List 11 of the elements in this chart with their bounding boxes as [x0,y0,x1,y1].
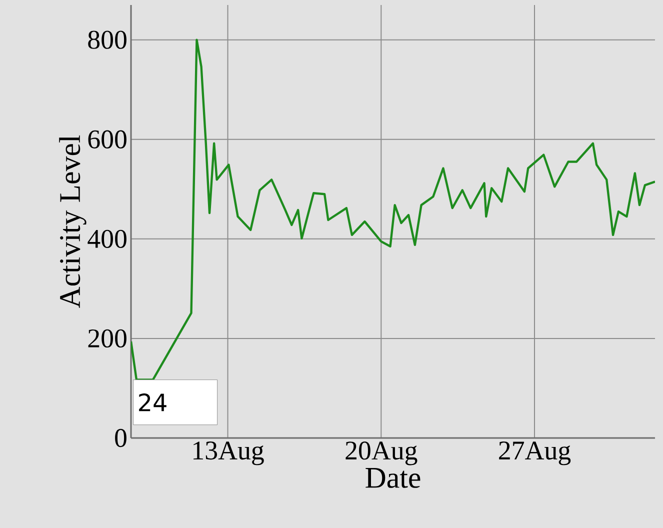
y-tick-label: 0 [115,428,126,448]
x-tick-label: 27Aug [499,442,571,466]
x-tick-label: 13Aug [194,442,264,466]
y-tick-label: 800 [88,30,126,49]
x-tick-label: 20Aug [346,442,418,466]
y-tick-label: 600 [88,130,126,148]
annotation: 24 [139,393,166,412]
y-tick-label: 400 [88,230,126,248]
x-axis-title: Date [366,468,420,488]
y-axis-title: Activity Level [59,135,86,308]
y-tick-label: 200 [88,329,126,348]
